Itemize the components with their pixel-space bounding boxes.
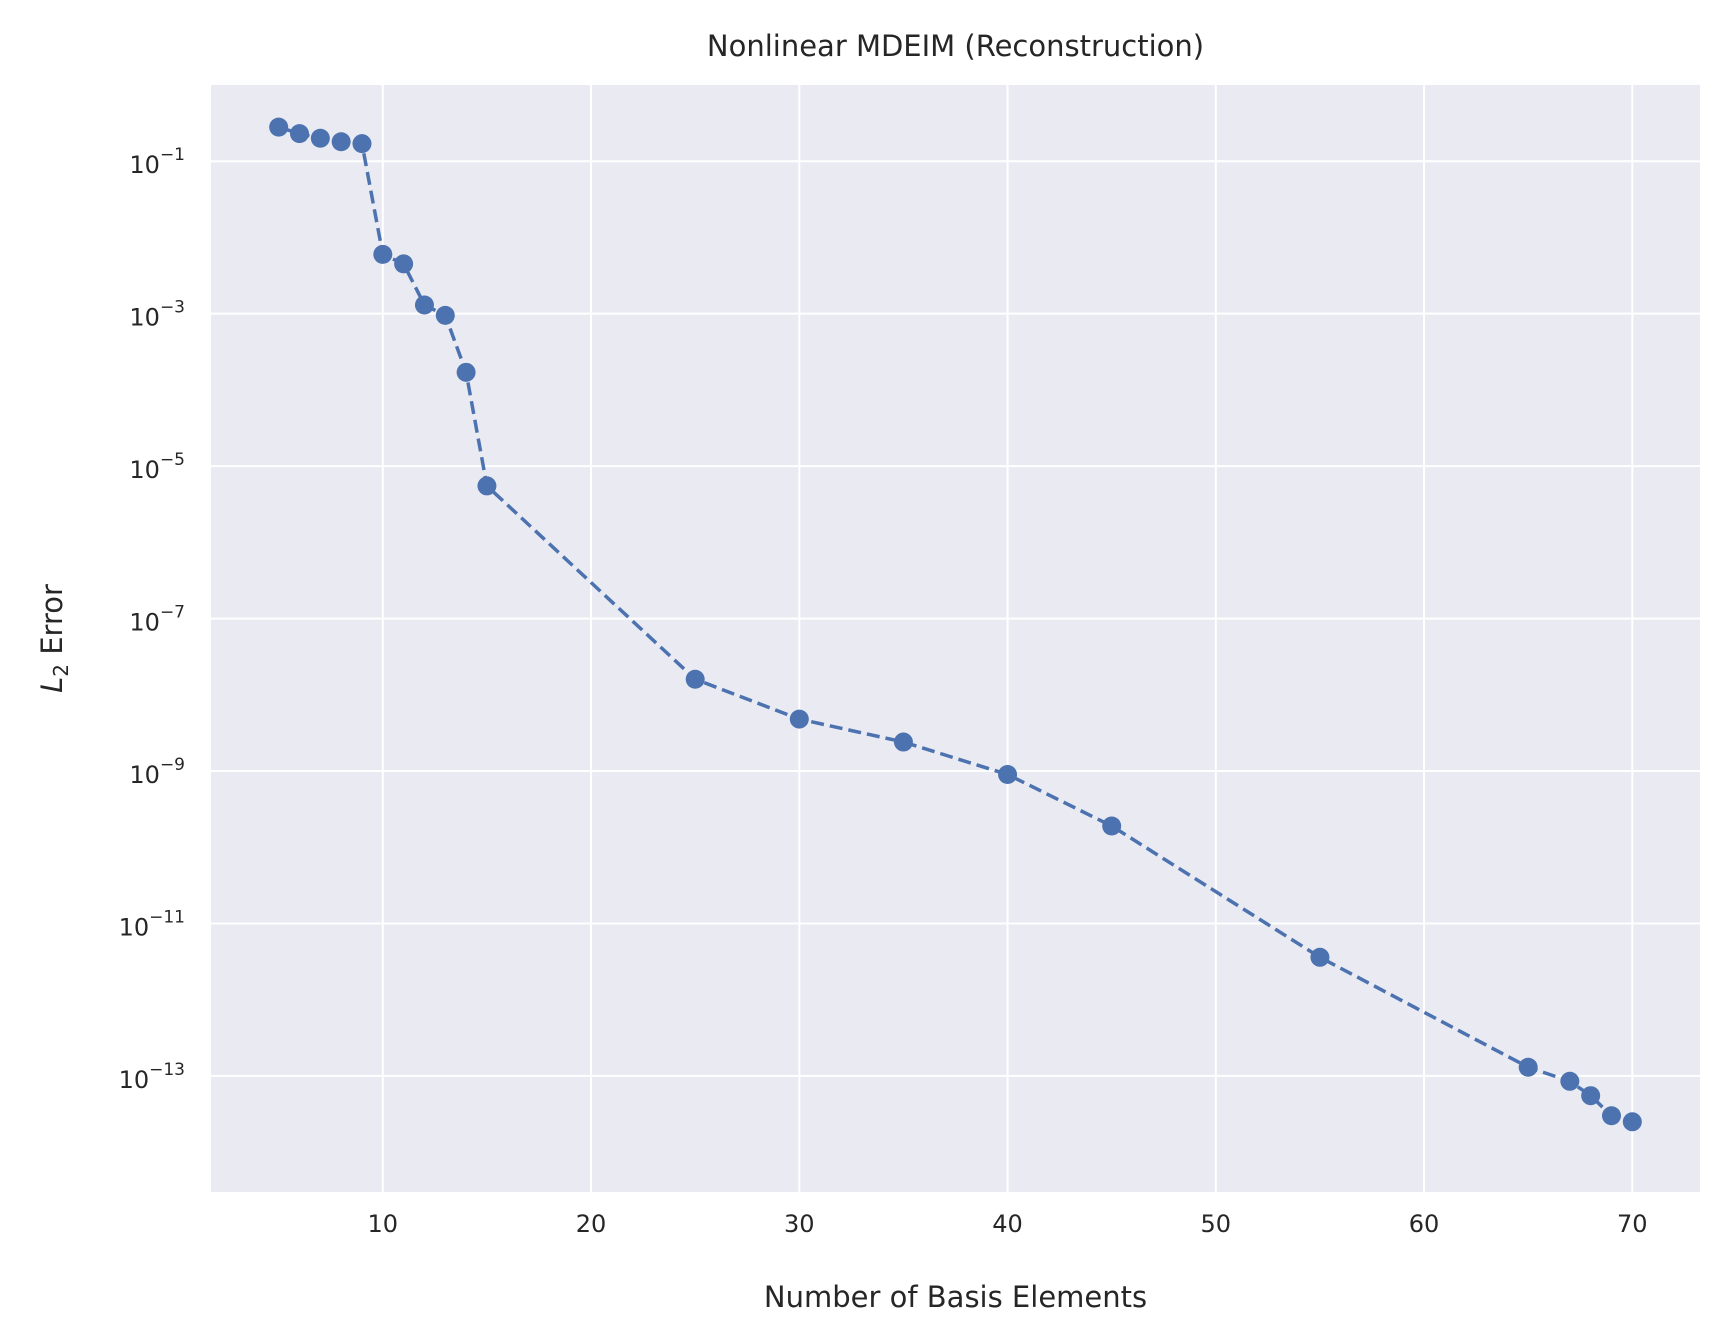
data-point: [1622, 1112, 1642, 1132]
y-tick-exponent: −13: [149, 1060, 185, 1080]
x-tick-label: 50: [1201, 1210, 1232, 1238]
data-point: [1581, 1086, 1601, 1106]
x-tick-labels: 10 20 30 40 50 60 70: [368, 1210, 1648, 1238]
y-tick-base: 10: [119, 1066, 150, 1094]
x-tick-label: 10: [368, 1210, 399, 1238]
x-tick-label: 40: [992, 1210, 1023, 1238]
data-point: [331, 132, 351, 152]
chart-title: Nonlinear MDEIM (Reconstruction): [707, 29, 1204, 63]
data-point: [1102, 816, 1122, 836]
grid: [211, 85, 1700, 1192]
y-tick-exponent: −7: [160, 603, 185, 623]
y-tick-base: 10: [119, 913, 150, 941]
y-tick-label: 10−3: [129, 298, 185, 332]
y-axis-title-rest: Error: [35, 584, 69, 664]
y-tick-label: 10−5: [129, 450, 185, 484]
y-tick-label: 10−1: [129, 145, 185, 179]
y-tick-base: 10: [129, 456, 160, 484]
y-tick-label: 10−11: [119, 907, 185, 941]
data-point: [435, 305, 455, 325]
y-tick-base: 10: [129, 151, 160, 179]
x-axis-title: Number of Basis Elements: [764, 1280, 1147, 1314]
data-point: [352, 134, 372, 154]
y-tick-exponent: −3: [160, 298, 185, 318]
y-axis-title-base: L: [35, 677, 69, 693]
plot-background: [211, 85, 1700, 1192]
y-tick-label: 10−13: [119, 1060, 185, 1094]
y-tick-exponent: −1: [160, 145, 185, 165]
x-tick-label: 30: [784, 1210, 815, 1238]
data-point: [414, 295, 434, 315]
y-tick-exponent: −11: [149, 907, 185, 927]
data-point: [290, 124, 310, 144]
data-point: [373, 244, 393, 264]
data-point: [1310, 947, 1330, 967]
x-tick-label: 20: [576, 1210, 607, 1238]
data-point: [394, 254, 414, 274]
data-point: [789, 709, 809, 729]
data-point: [1560, 1071, 1580, 1091]
y-tick-exponent: −9: [160, 755, 185, 775]
series-line: [278, 125, 1633, 1124]
data-point: [893, 732, 913, 752]
y-tick-base: 10: [129, 304, 160, 332]
y-tick-base: 10: [129, 761, 160, 789]
x-tick-label: 70: [1617, 1210, 1648, 1238]
data-point: [269, 117, 289, 137]
data-point: [998, 765, 1018, 785]
y-tick-label: 10−7: [129, 603, 185, 637]
y-axis-title-subscript: 2: [49, 664, 73, 677]
data-point: [310, 128, 330, 148]
data-point: [456, 362, 476, 382]
y-tick-exponent: −5: [160, 450, 185, 470]
data-point: [1518, 1057, 1538, 1077]
y-tick-label: 10−9: [129, 755, 185, 789]
data-point: [1601, 1106, 1621, 1126]
y-axis-title: L2 Error: [35, 584, 73, 693]
data-point: [685, 669, 705, 689]
data-point: [477, 476, 497, 496]
series-layer: [269, 117, 1642, 1132]
y-tick-base: 10: [129, 609, 160, 637]
x-tick-label: 60: [1409, 1210, 1440, 1238]
